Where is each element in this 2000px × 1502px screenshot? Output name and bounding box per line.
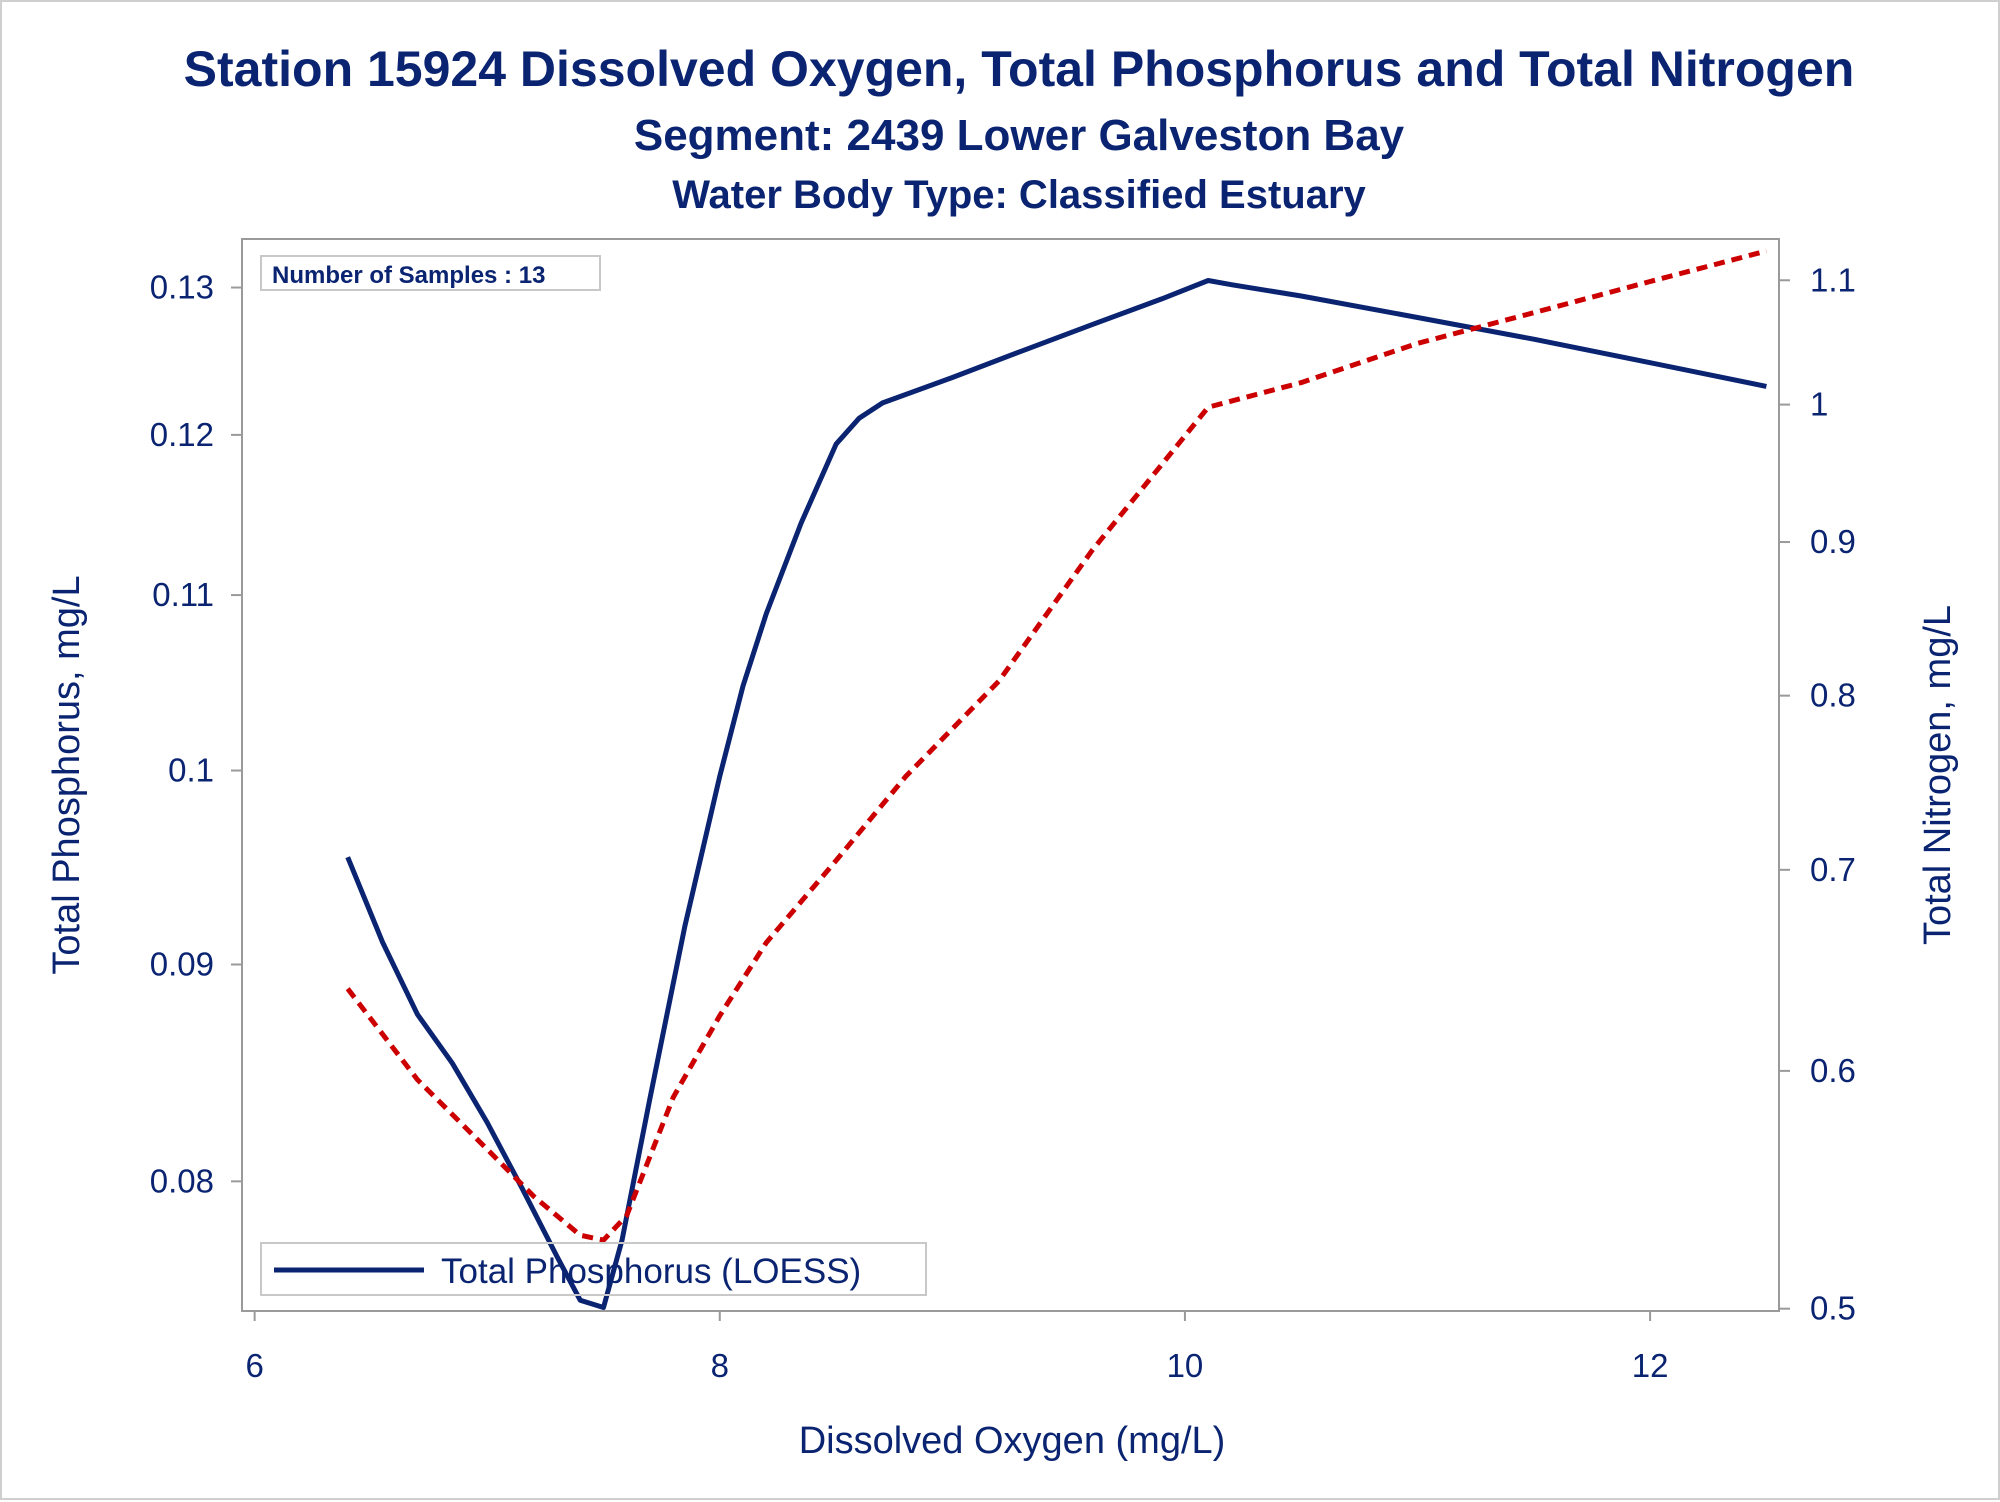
y2-tick-label: 1 bbox=[1810, 386, 1828, 423]
y-tick-label: 0.13 bbox=[150, 269, 214, 306]
total-phosphorus-line bbox=[345, 278, 1767, 1310]
y2-tick-label: 0.6 bbox=[1810, 1052, 1856, 1089]
legend-label-total-phosphorus: Total Phosphorus (LOESS) bbox=[441, 1252, 861, 1291]
y-axis-right: 0.5 0.6 0.7 0.8 0.9 1 1.1 bbox=[1779, 261, 1856, 1327]
y-tick-label: 0.11 bbox=[152, 576, 214, 613]
y-tick-label: 0.1 bbox=[168, 752, 214, 789]
x-tick-label: 10 bbox=[1167, 1347, 1204, 1384]
y2-tick-label: 0.5 bbox=[1810, 1290, 1856, 1327]
x-tick-label: 12 bbox=[1632, 1347, 1669, 1384]
y2-tick-label: 0.8 bbox=[1810, 677, 1856, 714]
legend-box bbox=[260, 1242, 927, 1296]
y2-tick-label: 0.7 bbox=[1810, 851, 1856, 888]
chart-subtitle-2: Water Body Type: Classified Estuary bbox=[672, 173, 1366, 217]
chart-subtitle: Segment: 2439 Lower Galveston Bay bbox=[634, 111, 1405, 160]
y-tick-label: 0.08 bbox=[150, 1162, 214, 1199]
y-tick-label: 0.12 bbox=[150, 416, 214, 453]
chart-title: Station 15924 Dissolved Oxygen, Total Ph… bbox=[184, 41, 1855, 97]
sample-count-annotation: Number of Samples : 13 bbox=[272, 262, 545, 289]
plot-area-border bbox=[241, 238, 1780, 1312]
y-axis-label-left: Total Phosphorus, mg/L bbox=[46, 575, 88, 974]
sample-count-box bbox=[260, 255, 601, 291]
y-tick-label: 0.09 bbox=[150, 946, 214, 983]
x-axis: 6 8 10 12 bbox=[245, 1311, 1668, 1384]
y-axis-left: 0.08 0.09 0.1 0.11 0.12 0.13 bbox=[150, 269, 242, 1199]
y-axis-label-right: Total Nitrogen, mg/L bbox=[1917, 605, 1959, 945]
x-tick-label: 8 bbox=[711, 1347, 729, 1384]
series-layer bbox=[345, 248, 1768, 1310]
total-nitrogen-line bbox=[345, 248, 1768, 1243]
x-axis-label: Dissolved Oxygen (mg/L) bbox=[799, 1420, 1226, 1462]
y2-tick-label: 1.1 bbox=[1810, 261, 1856, 298]
x-tick-label: 6 bbox=[245, 1347, 263, 1384]
y2-tick-label: 0.9 bbox=[1810, 523, 1856, 560]
